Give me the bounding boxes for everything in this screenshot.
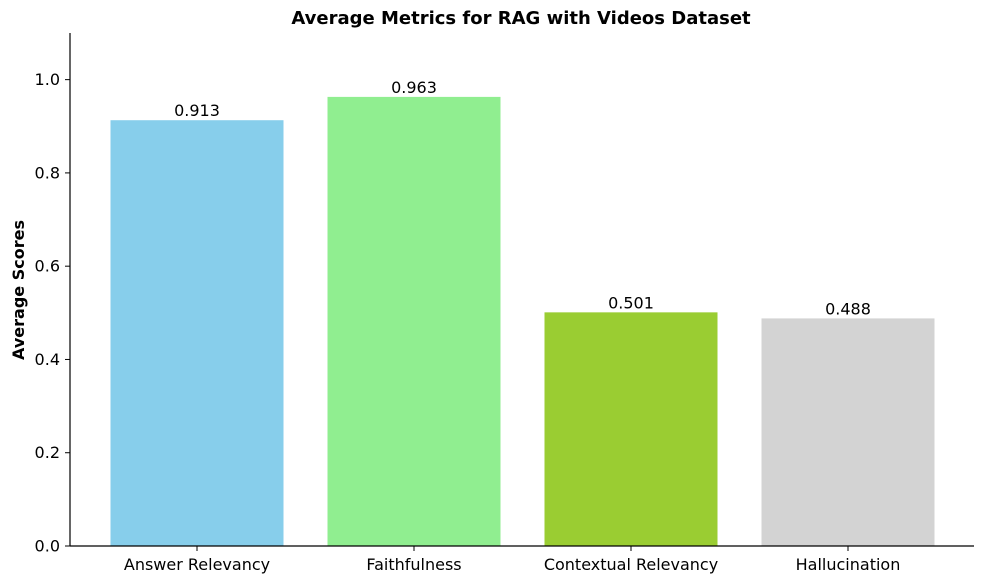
- bar-faithfulness: [327, 96, 501, 546]
- y-tick-label: 0.6: [35, 257, 60, 276]
- x-tick-label: Contextual Relevancy: [544, 555, 718, 574]
- bar-answer-relevancy: [110, 120, 284, 547]
- plot-area: 0.913 Answer Relevancy 0.963 Faithfulness 0.…: [35, 33, 974, 574]
- y-tick-label: 0.8: [35, 163, 60, 182]
- chart-title: Average Metrics for RAG with Videos Data…: [291, 8, 751, 29]
- data-label: 0.913: [174, 101, 220, 120]
- y-tick-label: 0.4: [35, 350, 60, 369]
- bar-contextual-relevancy: [544, 312, 718, 546]
- data-label: 0.501: [608, 293, 654, 312]
- data-label: 0.488: [825, 299, 871, 318]
- data-label: 0.963: [391, 78, 437, 97]
- x-tick-label: Answer Relevancy: [124, 555, 270, 574]
- y-tick-label: 0.2: [35, 443, 60, 462]
- y-tick-label: 0.0: [35, 537, 60, 556]
- x-tick-label: Hallucination: [796, 555, 901, 574]
- y-axis-label: Average Scores: [9, 220, 28, 360]
- x-tick-label: Faithfulness: [366, 555, 461, 574]
- bar-hallucination: [761, 318, 935, 546]
- y-tick-label: 1.0: [35, 70, 60, 89]
